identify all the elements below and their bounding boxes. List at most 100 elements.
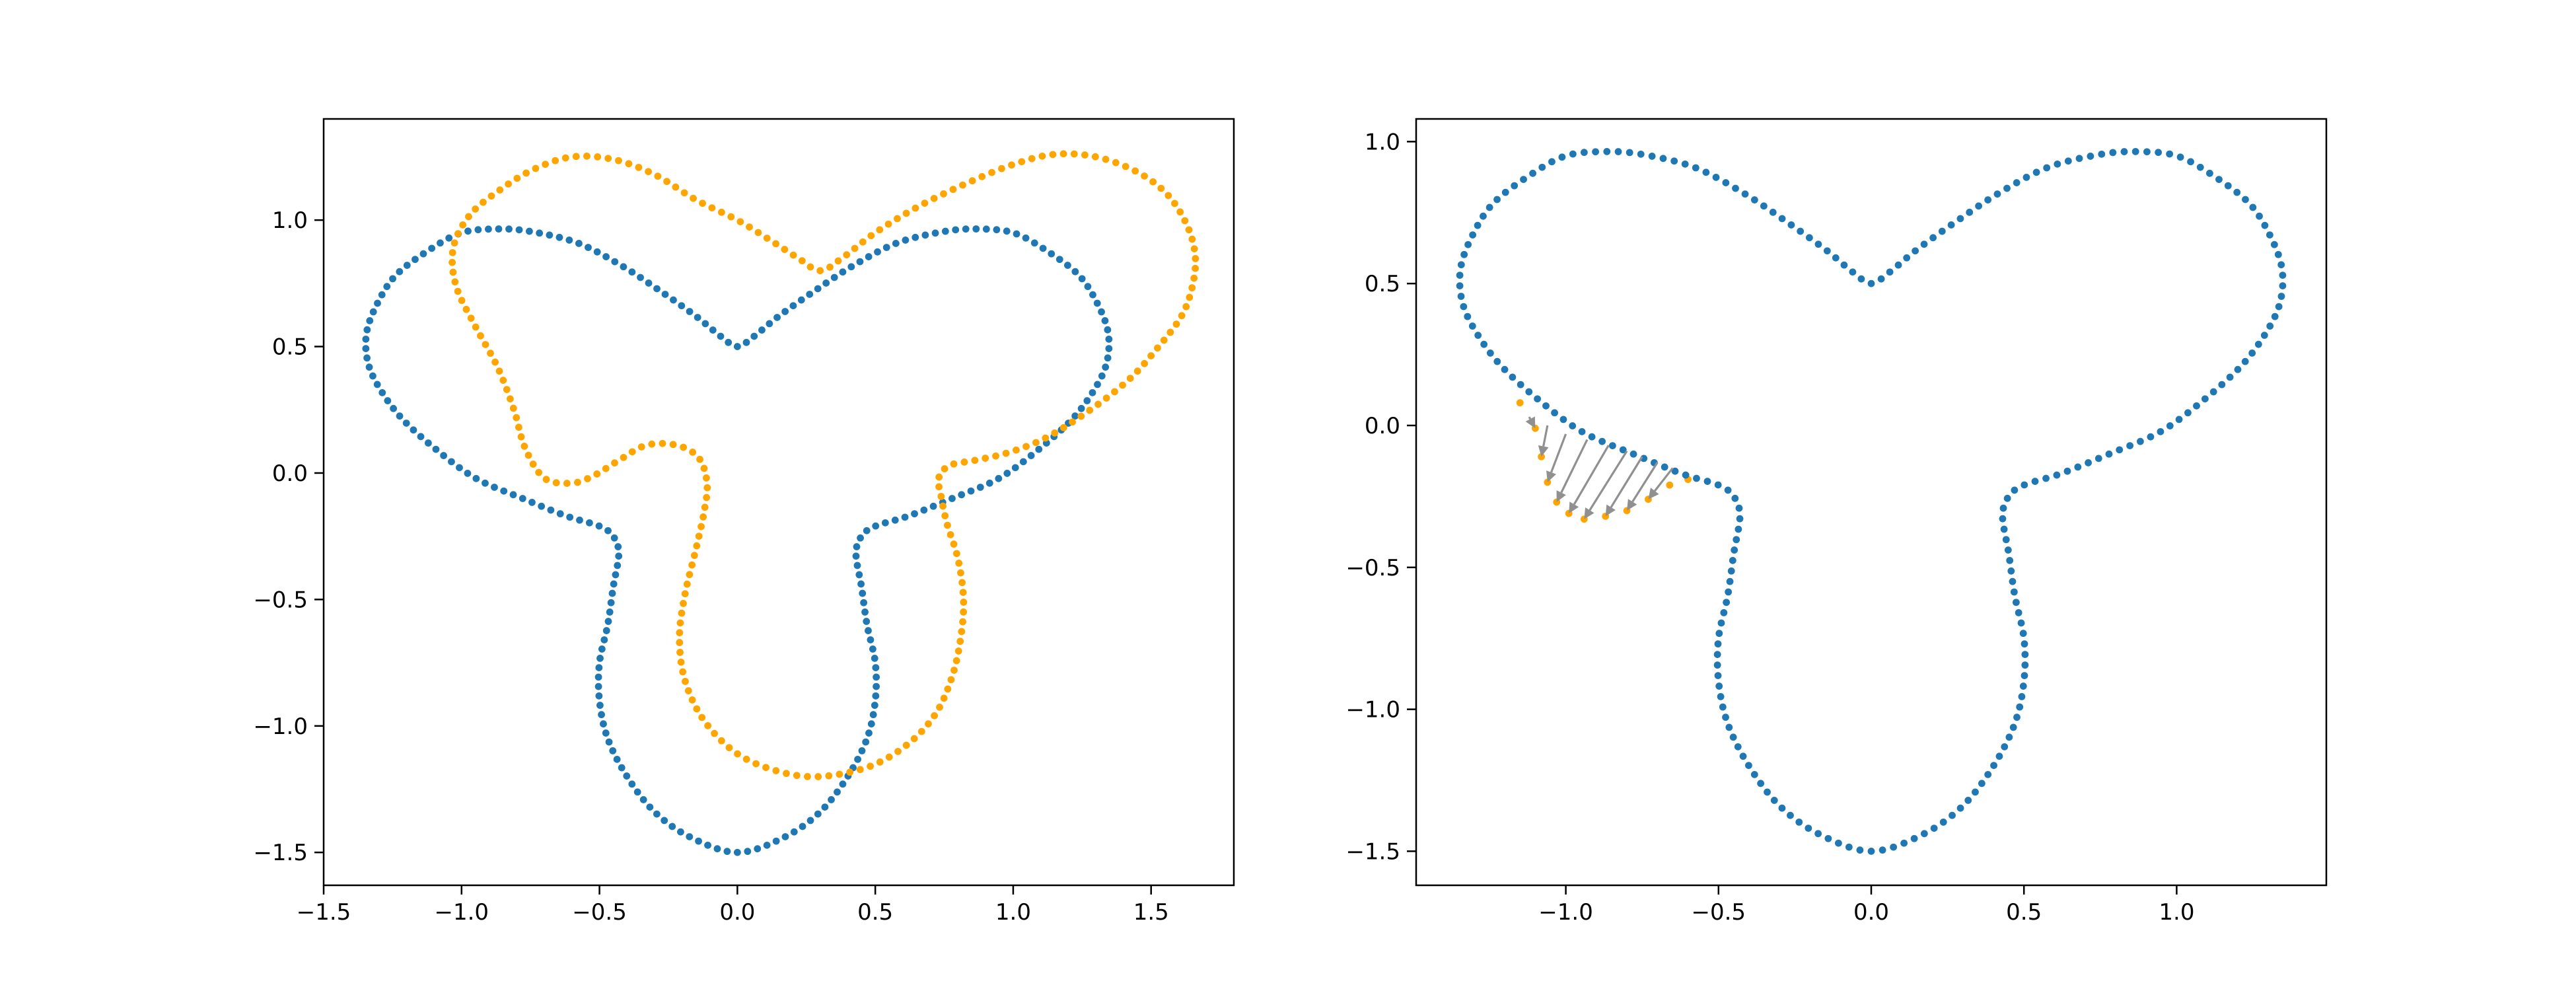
reference-curve-point [742, 338, 750, 346]
reference-curve-point [472, 474, 480, 482]
deformed-curve-point [971, 457, 979, 464]
left-panel-points [362, 150, 1199, 856]
reference-curve-point [985, 479, 993, 487]
reference-curve-point [1598, 437, 1606, 445]
reference-curve-point [723, 848, 731, 856]
reference-curve-point [595, 522, 603, 530]
reference-curve-point [1714, 672, 1722, 680]
reference-curve-point [863, 527, 871, 534]
deformed-curve-point [783, 770, 790, 778]
deformed-curve-point [698, 523, 705, 531]
deformed-curve-point [701, 503, 709, 511]
reference-curve-point [1805, 234, 1813, 242]
reference-curve-point [830, 274, 838, 281]
deformed-curve-point [611, 459, 618, 467]
reference-curve-point [763, 841, 771, 849]
deformed-curve-point [708, 204, 716, 212]
reference-curve-point [2098, 150, 2106, 158]
reference-curve-point [865, 729, 873, 737]
reference-curve-point [432, 445, 440, 453]
reference-curve-point [464, 227, 472, 235]
reference-curve-point [2005, 733, 2013, 741]
reference-curve-point [1814, 830, 1822, 838]
reference-curve-point [1731, 494, 1739, 502]
reference-curve-point [982, 225, 990, 233]
deformed-curve-point [552, 157, 559, 165]
reference-curve-point [814, 285, 822, 293]
reference-curve-point [1525, 388, 1533, 396]
reference-curve-point [369, 372, 376, 380]
reference-curve-point [1614, 148, 1622, 155]
right-panel-ticks: −1.0 −0.5 0.0 0.5 1.0 −1.5 −1.0 −0.5 0.0 0.5 1.0 [1345, 129, 2194, 926]
deformed-curve-point [992, 452, 999, 460]
reference-curve-point [1098, 372, 1106, 380]
reference-curve-point [1520, 176, 1527, 183]
deformed-curve-point [1049, 151, 1057, 159]
deformed-curve-point [798, 257, 806, 265]
reference-curve-point [639, 796, 647, 803]
reference-curve-point [2019, 630, 2027, 638]
reference-curve-point [1603, 147, 1611, 155]
reference-curve-point [902, 237, 910, 244]
deformed-curve-point [1086, 406, 1094, 414]
deformed-curve-point [584, 475, 591, 482]
reference-curve-point [1720, 608, 1728, 616]
reference-curve-point [1559, 416, 1567, 423]
reference-curve-point [536, 229, 544, 237]
reference-curve-point [2248, 349, 2256, 357]
deformed-curve-point [448, 248, 456, 256]
reference-curve-point [2196, 163, 2204, 171]
deformed-curve-point [982, 455, 989, 462]
reference-curve-point [596, 655, 604, 662]
reference-curve-point [686, 308, 694, 315]
reference-curve-point [1511, 182, 1519, 190]
deformed-curve-point [487, 192, 495, 200]
deformed-curve-point [680, 443, 688, 451]
reference-curve-point [396, 268, 404, 275]
reference-curve-point [2021, 672, 2028, 680]
deformed-curve-point [1141, 359, 1149, 367]
deformed-curve-point [876, 226, 884, 234]
deformed-curve-point [1164, 192, 1172, 200]
deformed-curve-point [700, 464, 708, 472]
reference-curve-point [653, 285, 661, 293]
deformed-curve-point [921, 200, 929, 207]
deformed-curve-point [482, 341, 489, 348]
reference-curve-point [2001, 743, 2009, 751]
deformed-curve-point [1126, 375, 1134, 383]
reference-curve-point [2224, 182, 2232, 190]
reference-curve-point [859, 589, 867, 597]
reference-curve-point [744, 848, 752, 856]
deformed-curve-point [684, 687, 692, 694]
deformed-curve-point [1059, 423, 1067, 431]
reference-curve-point [686, 833, 694, 840]
reference-curve-point [1736, 515, 1744, 523]
deformed-curve-point [846, 768, 854, 776]
deformed-curve-point [1192, 254, 1199, 262]
deformed-curve-point [1059, 150, 1067, 158]
deformed-curve-point [956, 638, 964, 645]
deformed-curve-point [772, 767, 780, 774]
reference-curve-point [822, 279, 830, 287]
deformed-curve-point [856, 766, 864, 774]
reference-curve-point [2266, 231, 2273, 239]
reference-curve-point [1903, 254, 1911, 262]
reference-curve-point [2147, 433, 2155, 441]
deformed-curve-point [952, 657, 960, 665]
deformed-curve-point [1102, 394, 1110, 402]
deformed-curve-point [517, 433, 525, 441]
reference-curve-point [2215, 176, 2223, 183]
deformed-curve-point [465, 213, 472, 221]
reference-curve-point [637, 274, 644, 281]
reference-curve-point [2157, 427, 2165, 435]
reference-curve-point [1956, 804, 1964, 812]
reference-curve-point [396, 412, 404, 420]
reference-curve-point [2003, 184, 2011, 192]
deformed-curve-point [522, 169, 530, 177]
reference-curve-point [677, 828, 684, 836]
deformed-curve-point [959, 181, 966, 189]
deformed-curve-point [960, 459, 968, 466]
reference-curve-point [1098, 308, 1105, 316]
reference-curve-point [1538, 163, 1546, 171]
